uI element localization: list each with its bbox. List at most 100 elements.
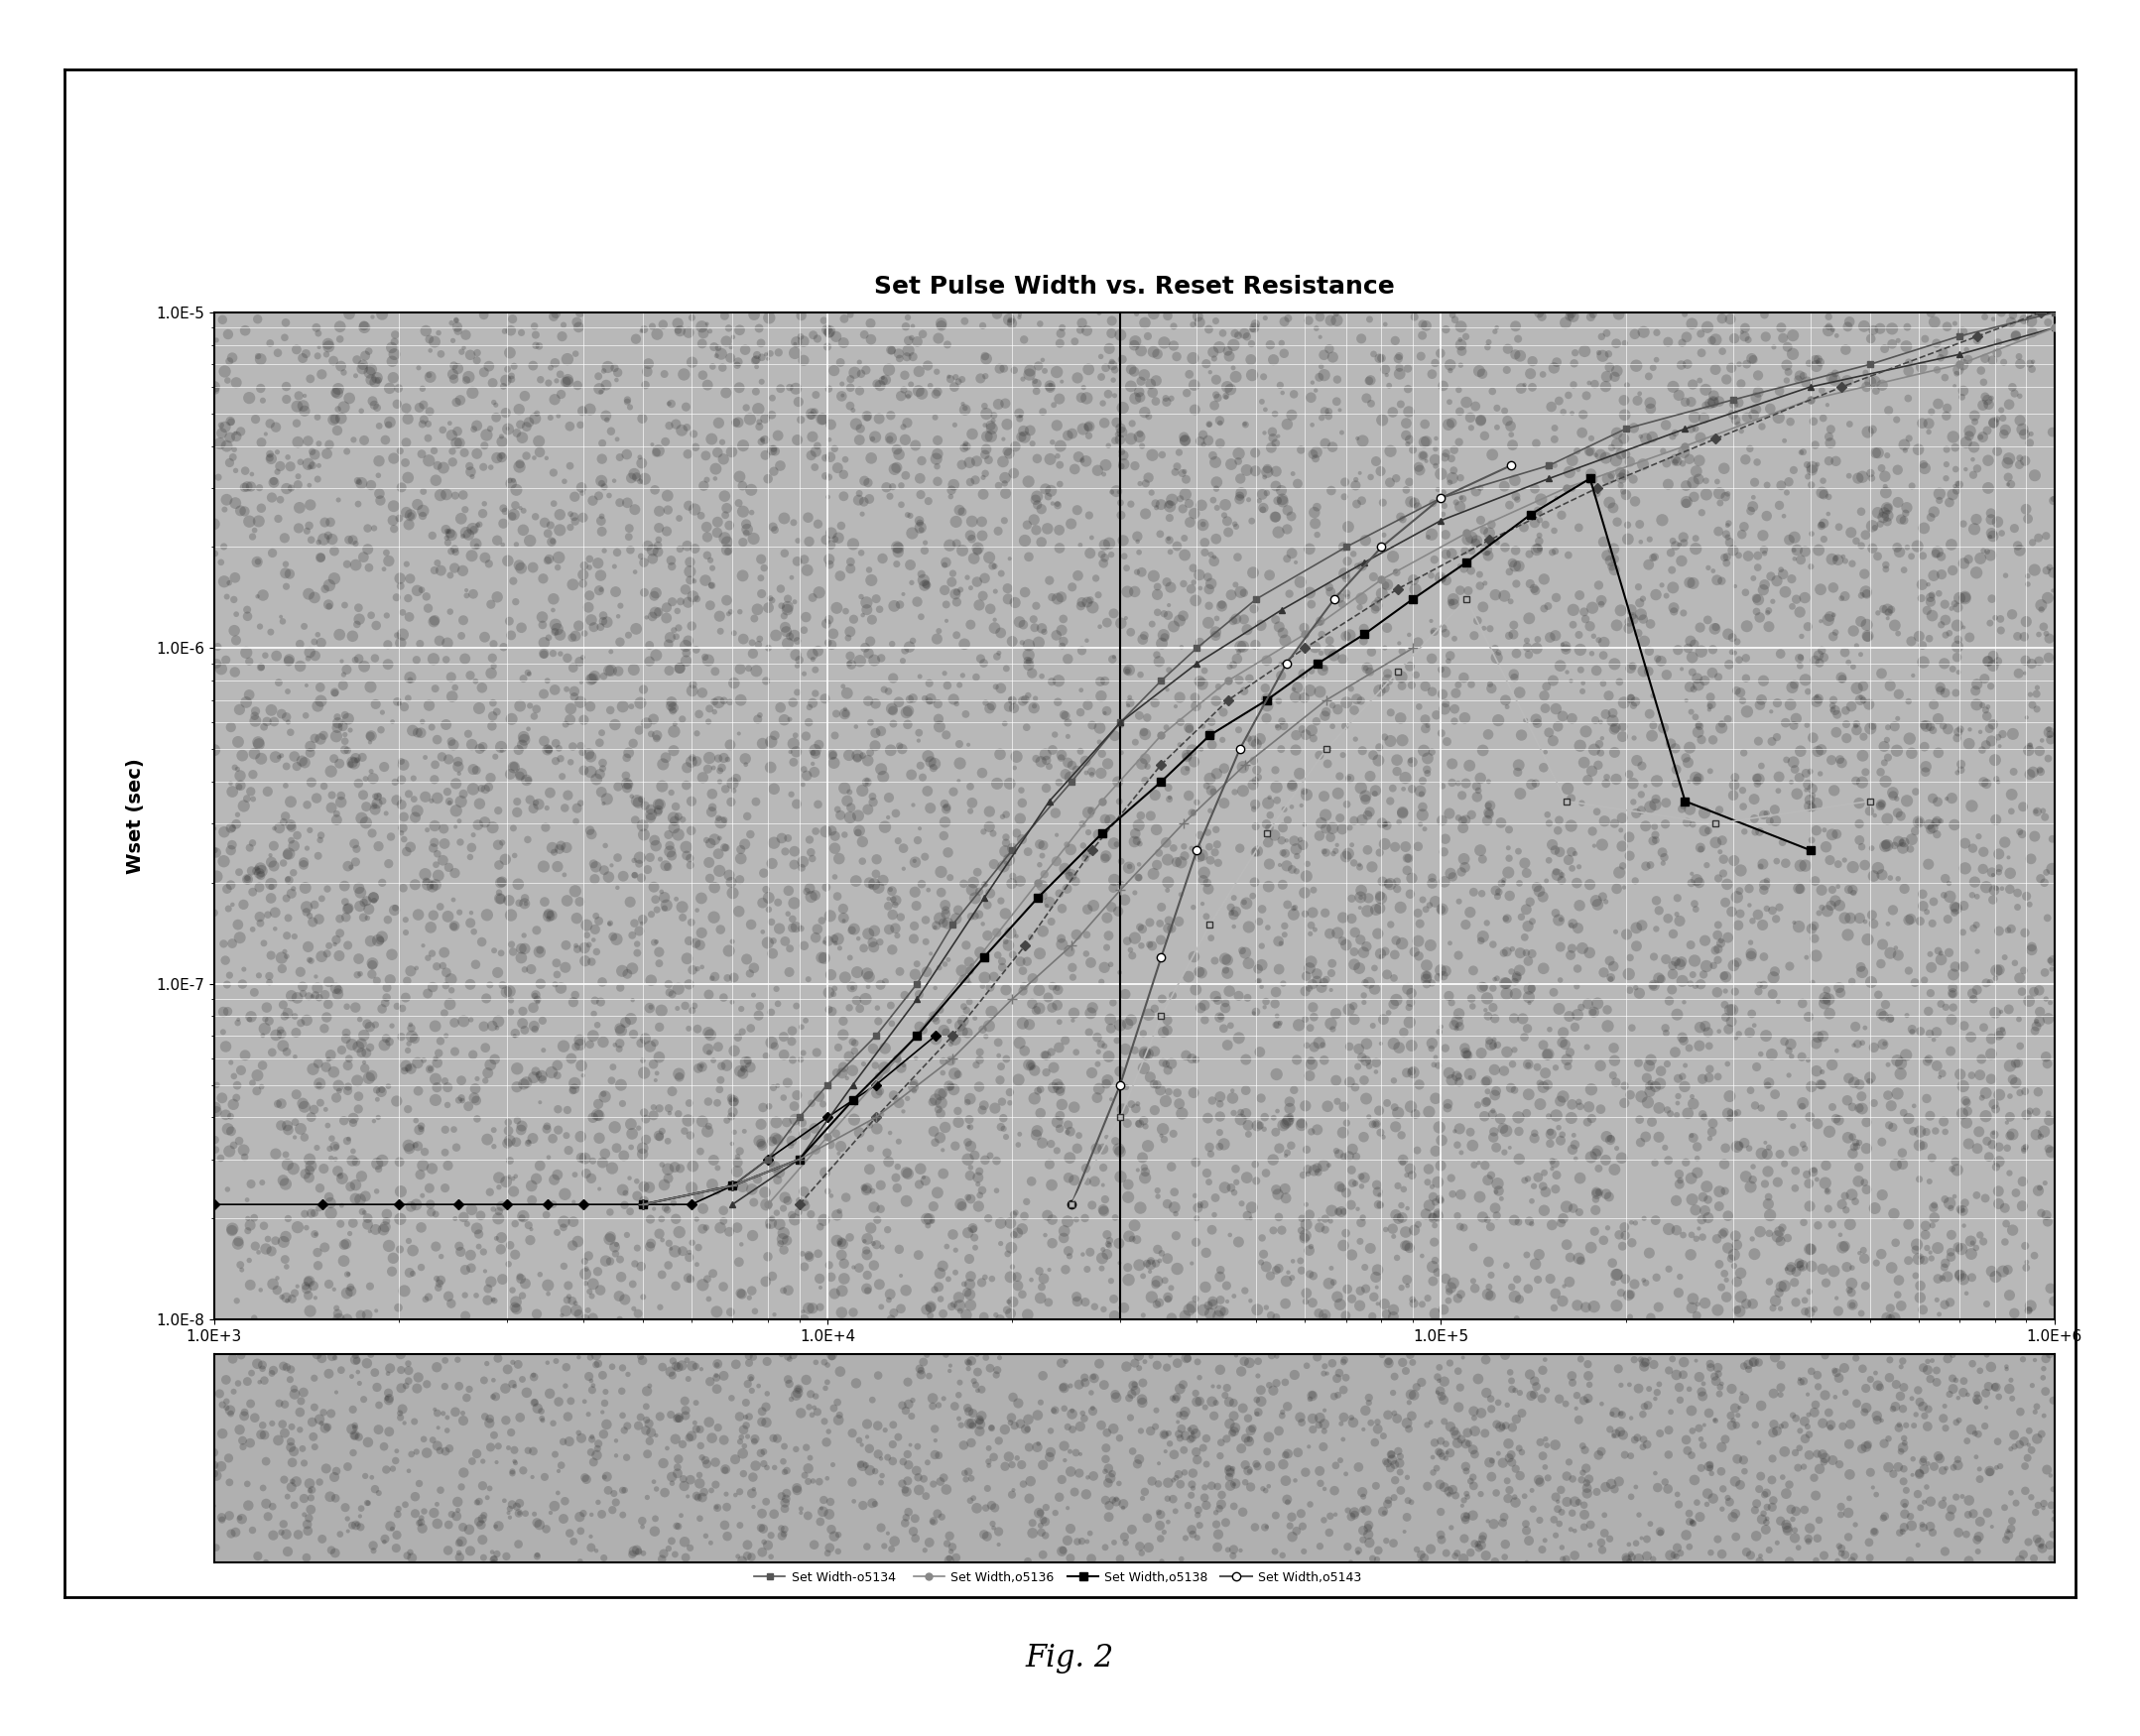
Point	[1168, 542, 1203, 569]
Point	[1382, 894, 1417, 922]
Point	[494, 621, 529, 649]
Point	[993, 686, 1027, 713]
Point	[272, 648, 306, 675]
Point	[1245, 972, 1280, 1000]
Point	[1263, 613, 1297, 641]
Point	[1367, 937, 1402, 965]
Point	[946, 1193, 980, 1220]
Point	[387, 804, 422, 832]
Point	[464, 1201, 499, 1229]
Point	[2031, 644, 2065, 672]
Point	[1845, 1083, 1879, 1111]
Point	[1907, 733, 1941, 760]
Point	[1284, 1111, 1318, 1139]
Point	[1763, 894, 1798, 922]
Point	[685, 918, 719, 946]
Point	[860, 1207, 895, 1234]
Point	[713, 314, 747, 342]
Point	[2035, 576, 2069, 604]
Point	[1380, 345, 1415, 373]
Point	[1153, 915, 1188, 943]
Point	[499, 1241, 533, 1269]
Point	[1481, 529, 1515, 557]
Point	[974, 1142, 1008, 1170]
Point	[1541, 816, 1575, 844]
Point	[336, 1104, 370, 1132]
Point	[1855, 535, 1890, 562]
Point	[1879, 1229, 1913, 1257]
Point	[315, 1144, 349, 1172]
Point	[1102, 1135, 1136, 1163]
Point	[1419, 446, 1453, 474]
Point	[1040, 1071, 1074, 1099]
Point	[1783, 738, 1817, 766]
Point	[1186, 842, 1220, 870]
Point	[1718, 977, 1753, 1005]
Point	[244, 495, 278, 523]
Point	[1778, 524, 1813, 552]
Point	[1363, 1029, 1397, 1057]
Point	[355, 387, 389, 415]
Point	[884, 1262, 918, 1290]
Point	[1611, 526, 1646, 554]
Point	[1900, 436, 1935, 464]
Point	[1213, 582, 1248, 609]
Point	[1380, 1245, 1415, 1272]
Point	[685, 1052, 719, 1080]
Point	[1710, 1050, 1744, 1078]
Point	[1733, 1076, 1768, 1104]
Point	[948, 394, 982, 422]
Point	[1066, 446, 1100, 474]
Point	[1124, 420, 1158, 448]
Point	[890, 502, 924, 529]
Point	[929, 795, 963, 823]
Point	[937, 1259, 972, 1286]
Point	[1806, 509, 1840, 536]
Point	[1061, 562, 1096, 590]
Point	[740, 342, 775, 370]
Point	[1905, 571, 1939, 599]
Point	[668, 1118, 702, 1146]
Point	[2029, 620, 2063, 648]
Point	[372, 1028, 407, 1055]
Point	[1263, 1255, 1297, 1283]
Point	[1278, 1076, 1312, 1104]
Point	[1909, 597, 1943, 625]
Set Width,o5136	[884, 1049, 910, 1069]
Point	[1768, 708, 1802, 736]
Point	[1530, 672, 1564, 700]
Point	[700, 509, 734, 536]
Point	[1594, 1125, 1629, 1153]
Point	[1562, 514, 1596, 542]
Point	[1190, 870, 1224, 898]
Point	[584, 517, 618, 545]
Point	[1415, 644, 1449, 672]
Point	[1265, 488, 1299, 516]
Point	[944, 576, 978, 604]
Point	[1222, 483, 1256, 510]
Point	[1153, 783, 1188, 811]
Point	[1175, 835, 1209, 863]
Point	[1607, 1088, 1641, 1116]
Point	[1141, 1177, 1175, 1205]
Point	[1701, 1177, 1736, 1205]
Point	[1434, 929, 1468, 957]
Point	[653, 1229, 687, 1257]
Point	[422, 1040, 456, 1068]
Point	[1008, 1203, 1042, 1231]
Point	[1402, 1210, 1436, 1238]
Point	[584, 613, 618, 641]
Point	[366, 995, 400, 1023]
Point	[606, 1090, 640, 1118]
Point	[244, 429, 278, 457]
Point	[499, 531, 533, 559]
Point	[1350, 837, 1385, 865]
Point	[1973, 505, 2007, 533]
Point	[1920, 540, 1954, 568]
Point	[345, 1029, 379, 1057]
Point	[1410, 962, 1444, 990]
Point	[1629, 812, 1663, 840]
Point	[1502, 552, 1537, 580]
Point	[683, 930, 717, 958]
Point	[753, 998, 788, 1026]
